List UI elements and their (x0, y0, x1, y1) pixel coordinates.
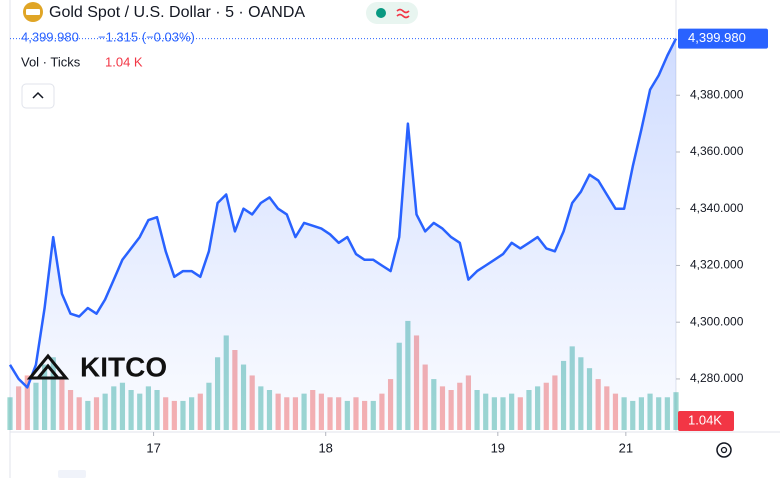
y-tick-label: 4,340.000 (690, 201, 744, 215)
last-price-box (678, 28, 768, 49)
settings-icon-center (720, 446, 728, 454)
y-tick-label: 4,380.000 (690, 87, 744, 101)
y-tick-label: 4,300.000 (690, 314, 744, 328)
market-open-dot (376, 8, 386, 18)
x-tick-label: 21 (619, 440, 633, 455)
scroll-button[interactable] (58, 470, 86, 478)
price-line (8, 38, 678, 389)
price-area (10, 38, 676, 430)
logo-mark (26, 353, 70, 380)
volume-title: Vol · Ticks (21, 54, 81, 69)
last-volume-label: 1.04K (688, 412, 722, 427)
plot (7, 38, 679, 430)
collapse-icon (32, 91, 44, 99)
y-tick-label: 4,360.000 (690, 144, 744, 158)
legend-change: −1.315 (−0.03%) (98, 29, 195, 44)
logo-text: KITCO (80, 351, 167, 382)
x-tick-label: 17 (146, 440, 160, 455)
y-tick-label: 4,320.000 (690, 258, 744, 272)
last-price-label: 4,399.980 (688, 30, 746, 45)
data-delay-icon (396, 8, 410, 19)
legend-price: 4,399.980 (21, 29, 79, 44)
volume-legend-value: 1.04 K (105, 54, 143, 69)
status-badge[interactable] (366, 2, 418, 24)
y-tick-label: 4,280.000 (690, 371, 744, 385)
x-tick-label: 18 (318, 440, 332, 455)
x-tick-label: 19 (491, 440, 505, 455)
settings-icon[interactable] (716, 442, 732, 458)
collapse-button[interactable] (21, 83, 55, 109)
symbol-title: Gold Spot / U.S. Dollar · 5 · OANDA (49, 4, 305, 21)
last-volume-box (678, 411, 734, 431)
symbol-icon-bar (26, 9, 40, 15)
